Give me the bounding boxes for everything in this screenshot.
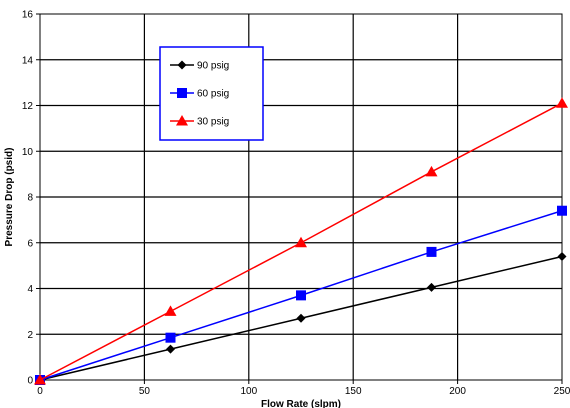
y-tick-label: 2	[27, 330, 33, 341]
data-point	[166, 344, 175, 354]
series-layer	[34, 97, 568, 385]
legend-item-30-psig: 30 psig	[170, 115, 229, 128]
data-point	[296, 290, 306, 301]
data-point	[164, 305, 177, 316]
legend-item-60-psig: 60 psig	[170, 88, 229, 100]
x-axis-title: Flow Rate (slpm)	[261, 399, 341, 408]
legend-label: 30 psig	[197, 117, 229, 128]
y-tick-label: 8	[27, 193, 33, 204]
y-tick-label: 14	[22, 55, 34, 66]
legend-item-90-psig: 90 psig	[170, 60, 229, 72]
data-point	[165, 332, 176, 343]
y-axis: 0 2 4 6 8 10 12 14 16	[22, 10, 40, 387]
data-point	[296, 313, 306, 323]
x-tick-label: 250	[554, 386, 570, 397]
data-point	[556, 97, 568, 108]
y-tick-label: 6	[27, 238, 33, 249]
x-tick-label: 150	[345, 386, 362, 397]
legend-label: 60 psig	[197, 89, 229, 100]
x-tick-label: 100	[240, 386, 257, 397]
data-point	[34, 374, 46, 385]
y-tick-label: 10	[22, 147, 34, 158]
x-tick-label: 0	[37, 386, 43, 397]
x-axis: 0 50 100 150 200 250	[37, 380, 570, 397]
legend-marker	[177, 60, 187, 70]
y-tick-label: 4	[27, 284, 33, 295]
series-30-psig	[34, 97, 568, 385]
legend-marker	[177, 88, 187, 98]
y-tick-label: 0	[27, 376, 33, 387]
legend: 90 psig 60 psig 30 psig	[159, 46, 264, 141]
legend-label: 90 psig	[197, 61, 229, 72]
x-tick-label: 50	[139, 386, 151, 397]
legend-marker	[176, 115, 188, 126]
x-tick-label: 200	[449, 386, 466, 397]
data-point	[557, 205, 567, 216]
data-point	[295, 236, 307, 248]
y-tick-label: 12	[22, 101, 34, 112]
y-axis-title: Pressure Drop (psid)	[4, 148, 15, 247]
data-point	[427, 282, 436, 292]
data-point	[425, 165, 438, 177]
data-point	[557, 251, 567, 261]
y-tick-label: 16	[22, 10, 34, 21]
data-point	[426, 246, 437, 257]
